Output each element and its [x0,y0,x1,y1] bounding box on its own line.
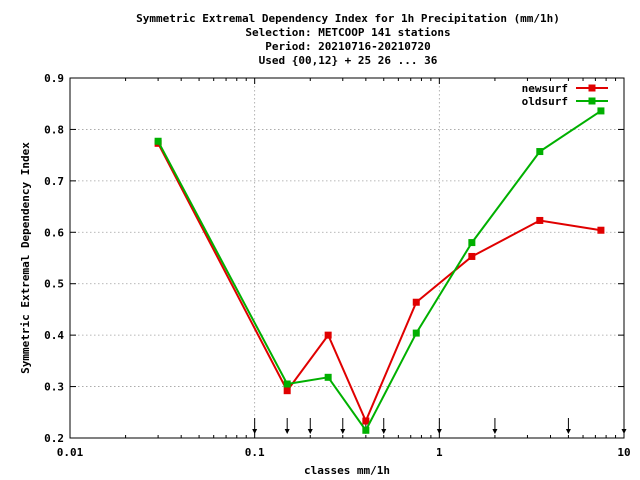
axis-ticks: 0.2 0.3 0.4 0.5 0.6 0.7 0.8 0.9 0.01 0.1 1 10 [44,72,631,459]
series-group [154,107,605,434]
y-axis-label: Symmetric Extremal Dependency Index [19,142,32,374]
class-marker-arrow [340,429,346,434]
chart-title-line-1: Symmetric Extremal Dependency Index for … [136,12,560,25]
legend-label-oldsurf: oldsurf [522,95,568,108]
data-point-newsurf [324,331,332,339]
chart-title-line-3: Period: 20210716-20210720 [265,40,431,53]
data-point-oldsurf [154,137,162,145]
y-tick-label: 0.7 [44,175,64,188]
data-point-oldsurf [597,107,605,115]
x-tick-label: 0.1 [245,446,265,459]
data-point-oldsurf [283,380,291,388]
class-marker-arrow [436,429,442,434]
data-point-newsurf [412,298,420,306]
chart-title-line-4: Used {00,12} + 25 26 ... 36 [259,54,438,67]
class-marker-arrow [492,429,498,434]
y-tick-label: 0.4 [44,329,64,342]
data-point-newsurf [283,387,291,395]
grid-lines [70,78,624,438]
chart-title-line-2: Selection: METCOOP 141 stations [245,26,450,39]
class-marker-arrow [565,429,571,434]
legend-marker-newsurf [588,84,596,92]
series-line-newsurf [157,142,602,424]
class-marker-arrow [284,429,290,434]
y-tick-label: 0.9 [44,72,64,85]
data-point-newsurf [536,216,544,224]
class-markers [252,418,627,434]
y-tick-label: 0.8 [44,123,64,136]
data-point-oldsurf [362,426,370,434]
data-point-newsurf [362,417,370,425]
data-point-oldsurf [412,329,420,337]
y-tick-label: 0.6 [44,226,64,239]
class-marker-arrow [252,429,258,434]
chart-title-block: Symmetric Extremal Dependency Index for … [136,12,560,67]
class-marker-arrow [381,429,387,434]
x-axis-label: classes mm/1h [304,464,390,477]
data-point-newsurf [468,252,476,260]
legend-label-newsurf: newsurf [522,82,568,95]
data-point-newsurf [597,226,605,234]
x-tick-label: 10 [617,446,630,459]
x-tick-label: 1 [436,446,443,459]
legend-marker-oldsurf [588,97,596,105]
y-tick-label: 0.5 [44,278,64,291]
class-marker-arrow [307,429,313,434]
y-tick-label: 0.2 [44,432,64,445]
data-point-oldsurf [468,239,476,247]
data-point-oldsurf [536,148,544,156]
x-tick-label: 0.01 [57,446,84,459]
series-line-oldsurf [157,110,602,433]
data-point-oldsurf [324,373,332,381]
plot-frame [69,77,625,439]
y-tick-label: 0.3 [44,381,64,394]
